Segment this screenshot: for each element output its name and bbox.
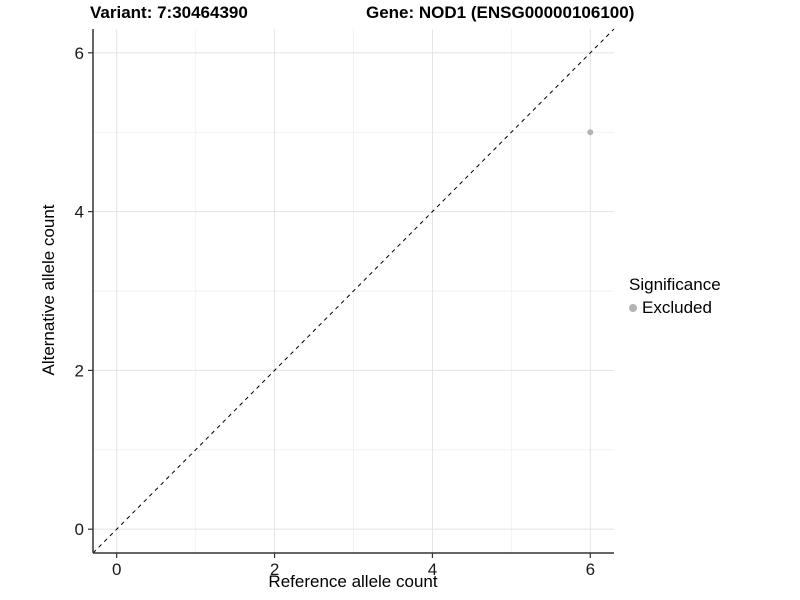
plot-title-variant: Variant: 7:30464390 — [90, 3, 248, 22]
legend-item-excluded: Excluded — [629, 298, 721, 318]
x-tick-label: 2 — [270, 560, 279, 579]
y-tick-label: 2 — [75, 361, 84, 380]
x-tick-label: 4 — [428, 560, 437, 579]
x-axis-label: Reference allele count — [268, 572, 438, 591]
x-tick-label: 6 — [586, 560, 595, 579]
legend-title: Significance — [629, 275, 721, 294]
legend: Significance Excluded — [629, 275, 721, 318]
y-tick-label: 6 — [75, 44, 84, 63]
legend-item-label: Excluded — [642, 298, 712, 317]
identity-line — [92, 28, 615, 554]
data-point — [587, 129, 594, 136]
y-tick-label: 0 — [75, 520, 84, 539]
legend-point-icon — [629, 304, 637, 312]
y-axis-label: Alternative allele count — [39, 204, 58, 376]
x-tick-label: 0 — [112, 560, 121, 579]
y-tick-label: 4 — [75, 203, 84, 222]
plot-title-gene: Gene: NOD1 (ENSG00000106100) — [366, 3, 635, 22]
